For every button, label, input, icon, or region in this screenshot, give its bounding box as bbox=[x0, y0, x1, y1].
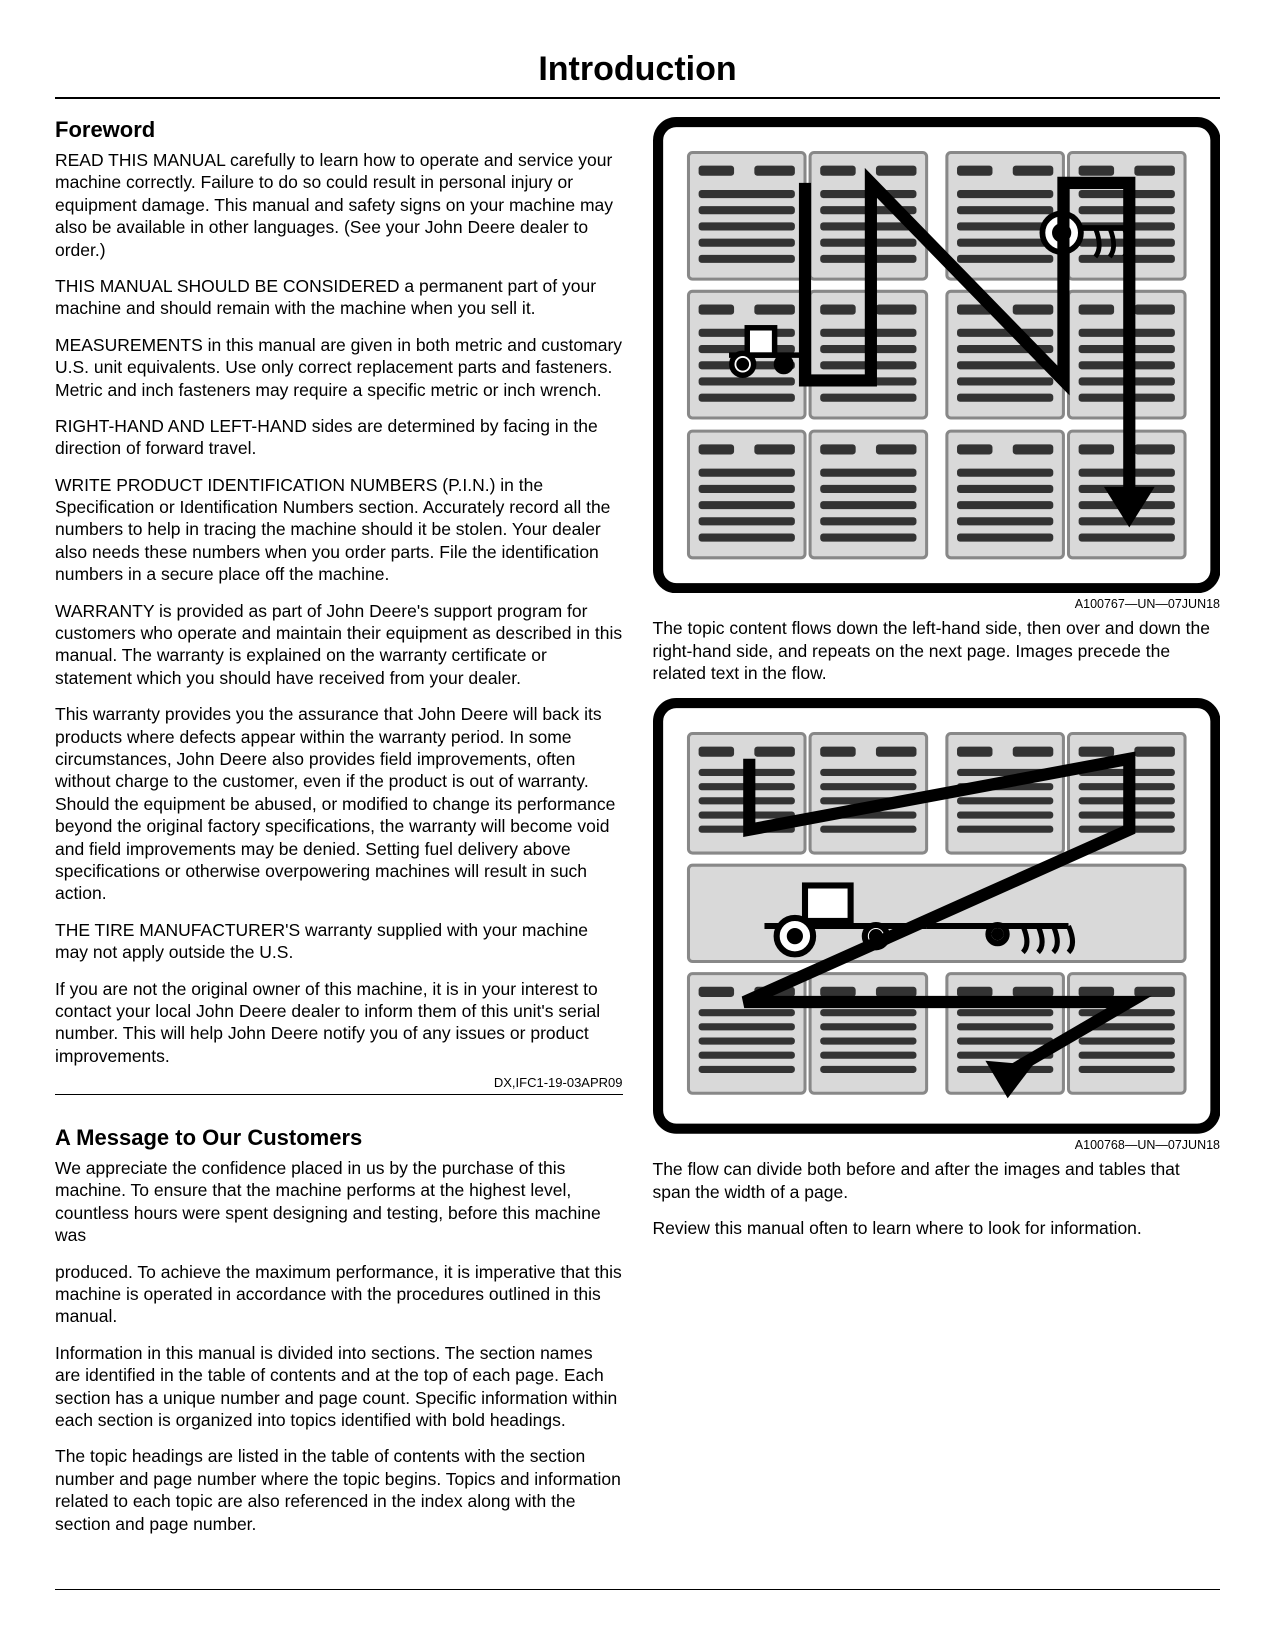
foreword-heading: Foreword bbox=[55, 117, 623, 143]
message-p5: The topic content flows down the left-ha… bbox=[653, 617, 1221, 684]
fig2-ref: A100768—UN—07JUN18 bbox=[653, 1138, 1221, 1152]
foreword-p5: WRITE PRODUCT IDENTIFICATION NUMBERS (P.… bbox=[55, 474, 623, 586]
footer-rule bbox=[55, 1589, 1220, 1590]
foreword-p8: THE TIRE MANUFACTURER'S warranty supplie… bbox=[55, 919, 623, 964]
message-p7: Review this manual often to learn where … bbox=[653, 1217, 1221, 1239]
section-divider bbox=[55, 1094, 623, 1095]
foreword-p1: READ THIS MANUAL carefully to learn how … bbox=[55, 149, 623, 261]
flow-figure-1 bbox=[653, 117, 1221, 593]
flow-figure-2 bbox=[653, 698, 1221, 1134]
page-title: Introduction bbox=[55, 50, 1220, 99]
message-p3: Information in this manual is divided in… bbox=[55, 1342, 623, 1432]
foreword-ref: DX,IFC1-19-03APR09 bbox=[55, 1075, 623, 1090]
fig1-ref: A100767—UN—07JUN18 bbox=[653, 597, 1221, 611]
foreword-p4: RIGHT-HAND AND LEFT-HAND sides are deter… bbox=[55, 415, 623, 460]
message-p2: produced. To achieve the maximum perform… bbox=[55, 1261, 623, 1328]
foreword-p6: WARRANTY is provided as part of John Dee… bbox=[55, 600, 623, 690]
foreword-p7: This warranty provides you the assurance… bbox=[55, 703, 623, 905]
foreword-p3: MEASUREMENTS in this manual are given in… bbox=[55, 334, 623, 401]
message-p1: We appreciate the confidence placed in u… bbox=[55, 1157, 623, 1247]
message-p4: The topic headings are listed in the tab… bbox=[55, 1445, 623, 1535]
foreword-p2: THIS MANUAL SHOULD BE CONSIDERED a perma… bbox=[55, 275, 623, 320]
foreword-p9: If you are not the original owner of thi… bbox=[55, 978, 623, 1068]
message-p6: The flow can divide both before and afte… bbox=[653, 1158, 1221, 1203]
message-heading: A Message to Our Customers bbox=[55, 1125, 623, 1151]
content-columns: Foreword READ THIS MANUAL carefully to l… bbox=[55, 117, 1220, 1577]
